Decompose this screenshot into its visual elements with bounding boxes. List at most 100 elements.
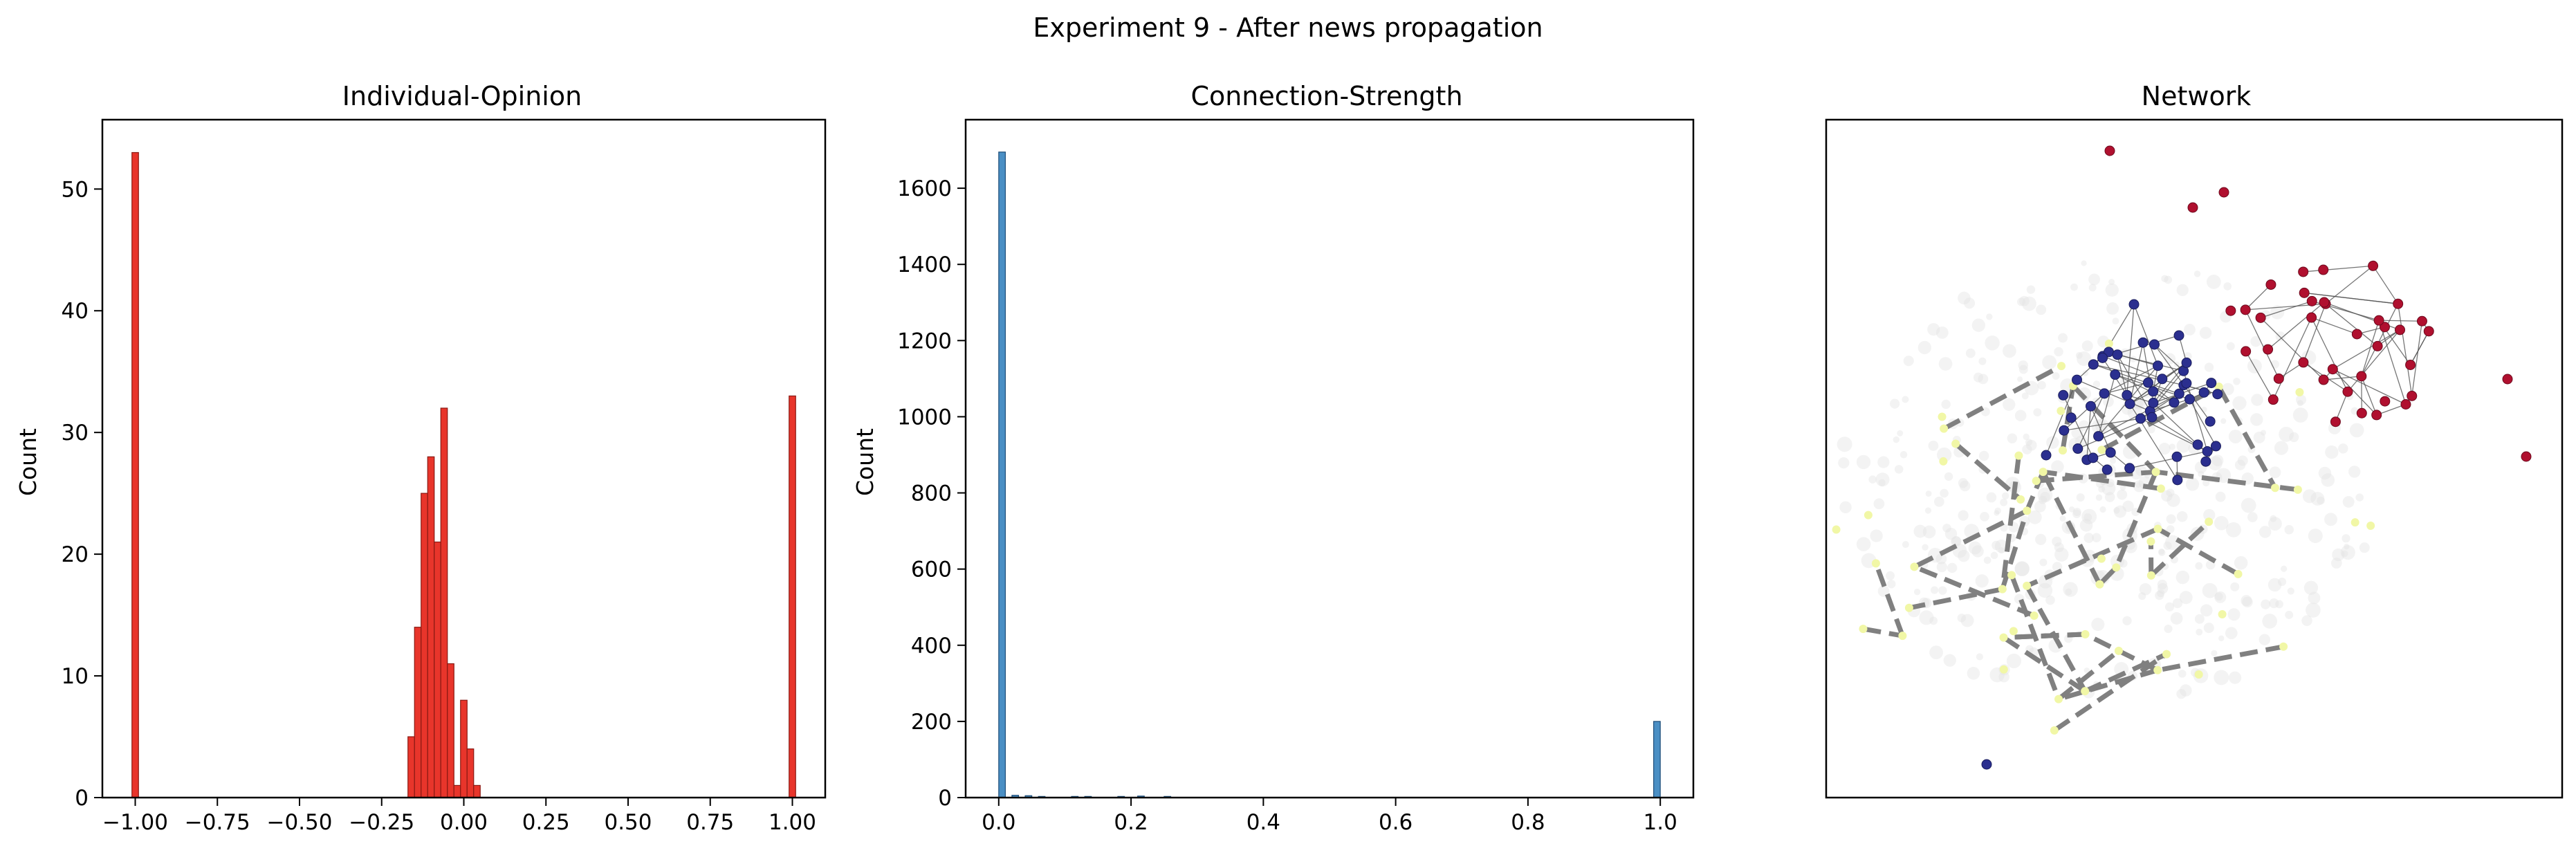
background-node <box>2101 481 2116 496</box>
background-node <box>1929 645 1943 660</box>
background-node <box>1971 318 1985 332</box>
histogram-bar <box>131 151 139 798</box>
network-node <box>2041 450 2052 461</box>
network-node <box>2072 374 2083 385</box>
network-edge <box>2129 450 2208 469</box>
background-node <box>2038 495 2048 504</box>
background-node <box>1943 654 1956 667</box>
background-node <box>2095 494 2103 502</box>
network-node <box>2088 452 2099 463</box>
background-node <box>2083 533 2095 543</box>
network-node <box>2318 374 2329 385</box>
network-node <box>2104 145 2115 156</box>
network-node <box>1999 633 2008 642</box>
background-node <box>2297 400 2303 407</box>
network-node <box>2146 412 2158 423</box>
x-tick-label: 1.00 <box>769 810 816 835</box>
background-node <box>2308 591 2321 605</box>
network-edge <box>2025 585 2088 692</box>
background-node <box>2034 500 2046 513</box>
background-node <box>1958 549 1970 562</box>
network-node <box>2148 397 2159 408</box>
background-node <box>2157 589 2165 598</box>
y-tick-label: 50 <box>62 177 89 202</box>
background-node <box>1958 478 1969 488</box>
background-node <box>2054 347 2063 357</box>
network-node <box>2265 279 2276 290</box>
background-node <box>2006 653 2022 669</box>
background-node <box>2204 362 2214 372</box>
background-node <box>2083 667 2090 674</box>
background-node <box>2113 507 2120 514</box>
network-edge <box>2311 317 2348 392</box>
histogram-bar <box>440 407 448 798</box>
network-node <box>1951 439 1960 448</box>
background-node <box>1940 488 1949 498</box>
network-edge <box>2333 369 2407 405</box>
background-node <box>2269 598 2279 609</box>
background-node <box>2007 433 2018 443</box>
background-node <box>2037 487 2053 503</box>
background-node <box>1983 556 1991 564</box>
background-node <box>2119 484 2126 491</box>
network-node <box>2104 339 2113 348</box>
network-node <box>2206 378 2217 389</box>
background-node <box>2215 491 2226 502</box>
network-node <box>2181 378 2192 389</box>
network-node <box>2014 451 2023 460</box>
background-node <box>1922 544 1929 551</box>
background-node <box>2166 514 2176 524</box>
network-node <box>2112 349 2123 360</box>
background-node <box>2310 491 2325 506</box>
network-edge <box>2157 644 2284 673</box>
network-edge <box>2117 354 2184 371</box>
network-node <box>2298 266 2309 277</box>
network-node <box>2181 357 2192 368</box>
histogram-bar <box>460 699 468 798</box>
background-node <box>2051 460 2064 473</box>
background-node <box>2274 441 2289 455</box>
x-tick-label: −0.25 <box>349 810 414 835</box>
background-node <box>2317 496 2325 505</box>
histogram-bar <box>453 784 461 798</box>
background-node <box>2081 340 2093 352</box>
network-edge <box>2086 406 2092 460</box>
background-node <box>2232 396 2247 410</box>
background-node <box>2216 468 2232 484</box>
background-node <box>2082 370 2089 376</box>
network-node <box>1864 511 1873 520</box>
network-node <box>2023 581 2032 590</box>
background-node <box>2268 517 2282 531</box>
network-node <box>2097 352 2108 363</box>
background-node <box>2027 510 2042 524</box>
background-node <box>2077 351 2092 366</box>
background-node <box>2146 425 2155 434</box>
network-node <box>2405 359 2416 370</box>
background-node <box>1985 335 2000 351</box>
network-node <box>2171 451 2182 462</box>
y-tick-label: 800 <box>911 481 952 506</box>
network-edge <box>2100 384 2220 452</box>
background-node <box>2157 579 2168 590</box>
background-node <box>1913 524 1927 538</box>
background-node <box>2072 508 2081 516</box>
background-node <box>1887 580 1896 589</box>
background-node <box>2301 615 2312 626</box>
network-edge <box>2133 304 2159 366</box>
background-node <box>1958 291 1971 305</box>
background-node <box>2000 498 2008 506</box>
histogram-bar <box>414 627 422 798</box>
panel-network: Network <box>1825 81 2564 799</box>
network-node <box>1938 412 1947 421</box>
background-node <box>2046 436 2059 449</box>
background-node <box>1973 372 1984 383</box>
background-node <box>2175 570 2190 585</box>
network-edge <box>2216 385 2278 489</box>
background-node <box>2076 493 2085 502</box>
histogram-bar <box>789 395 796 798</box>
network-node <box>2009 627 2018 636</box>
network-node <box>2153 524 2162 533</box>
network-node <box>2173 388 2184 399</box>
network-node <box>2200 456 2211 467</box>
y-tick-label: 20 <box>62 542 89 567</box>
